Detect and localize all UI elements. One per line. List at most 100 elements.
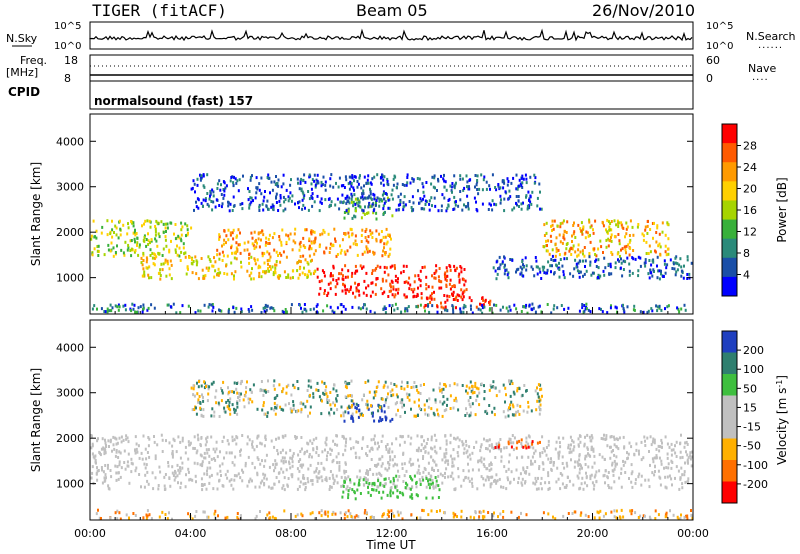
heatmap-cell: [356, 269, 359, 273]
heatmap-cell: [362, 483, 365, 487]
heatmap-cell: [401, 401, 404, 405]
heatmap-cell: [374, 441, 376, 445]
heatmap-cell: [463, 268, 466, 271]
heatmap-cell: [298, 248, 301, 252]
heatmap-cell: [350, 447, 352, 451]
heatmap-cell: [521, 477, 524, 481]
heatmap-cell: [131, 462, 134, 466]
heatmap-cell: [239, 382, 242, 386]
heatmap-cell: [313, 173, 316, 177]
heatmap-cell: [518, 205, 520, 208]
heatmap-cell: [275, 260, 278, 263]
heatmap-cell: [207, 448, 210, 452]
heatmap-cell: [213, 457, 216, 461]
heatmap-cell: [530, 307, 533, 311]
heatmap-cell: [525, 268, 528, 272]
heatmap-cell: [350, 197, 353, 201]
heatmap-cell: [456, 436, 459, 440]
heatmap-cell: [663, 262, 666, 266]
heatmap-cell: [674, 273, 677, 277]
heatmap-cell: [505, 393, 507, 397]
heatmap-cell: [372, 437, 375, 441]
heatmap-cell: [444, 277, 447, 281]
heatmap-cell: [235, 181, 238, 185]
heatmap-cell: [200, 257, 203, 260]
heatmap-cell: [375, 200, 377, 204]
heatmap-cell: [431, 496, 434, 500]
heatmap-cell: [672, 448, 675, 452]
heatmap-cell: [541, 394, 543, 398]
heatmap-cell: [345, 201, 348, 205]
heatmap-cell: [691, 516, 693, 520]
heatmap-cell: [656, 255, 659, 259]
heatmap-cell: [448, 264, 451, 267]
heatmap-cell: [199, 178, 202, 182]
heatmap-cell: [164, 235, 167, 239]
heatmap-cell: [424, 199, 427, 203]
x-axis-label: Time UT: [365, 538, 416, 552]
heatmap-cell: [507, 442, 510, 446]
heatmap-cell: [615, 509, 618, 513]
heatmap-cell: [255, 176, 258, 180]
heatmap-cell: [231, 209, 234, 212]
heatmap-cell: [176, 253, 179, 257]
heatmap-cell: [334, 512, 337, 516]
heatmap-cell: [109, 516, 112, 520]
heatmap-cell: [373, 193, 376, 197]
heatmap-cell: [369, 196, 372, 200]
heatmap-cell: [257, 264, 260, 268]
heatmap-cell: [233, 474, 236, 478]
heatmap-cell: [413, 287, 416, 291]
heatmap-cell: [664, 513, 667, 517]
heatmap-cell: [427, 285, 430, 289]
heatmap-cell: [371, 290, 374, 294]
heatmap-cell: [429, 478, 432, 482]
heatmap-cell: [218, 415, 221, 418]
heatmap-cell: [140, 451, 143, 455]
heatmap-cell: [242, 470, 245, 474]
heatmap-cell: [246, 380, 248, 384]
heatmap-cell: [162, 247, 165, 251]
heatmap-cell: [234, 270, 237, 274]
heatmap-cell: [399, 203, 402, 207]
heatmap-cell: [114, 224, 117, 228]
heatmap-cell: [326, 294, 329, 297]
heatmap-cell: [622, 259, 625, 263]
heatmap-cell: [401, 462, 404, 466]
heatmap-cell: [512, 405, 515, 409]
heatmap-cell: [581, 466, 583, 470]
heatmap-cell: [648, 244, 651, 248]
heatmap-cell: [401, 183, 404, 186]
heatmap-cell: [684, 480, 687, 484]
heatmap-cell: [523, 305, 526, 309]
heatmap-cell: [505, 306, 508, 310]
heatmap-cell: [614, 266, 617, 270]
heatmap-cell: [402, 208, 405, 212]
heatmap-cell: [608, 225, 611, 229]
heatmap-cell: [409, 487, 412, 491]
heatmap-cell: [348, 196, 351, 200]
heatmap-cell: [570, 443, 572, 447]
heatmap-cell: [445, 439, 448, 443]
heatmap-cell: [222, 380, 225, 384]
heatmap-cell: [238, 178, 241, 182]
heatmap-cell: [280, 185, 283, 189]
heatmap-cell: [151, 256, 154, 260]
heatmap-cell: [201, 268, 204, 272]
heatmap-cell: [314, 183, 317, 187]
heatmap-cell: [261, 408, 264, 412]
heatmap-cell: [425, 283, 428, 287]
heatmap-cell: [338, 468, 341, 472]
heatmap-cell: [359, 492, 362, 495]
heatmap-cell: [431, 466, 434, 470]
heatmap-cell: [325, 479, 328, 483]
heatmap-cell: [598, 276, 601, 280]
heatmap-cell: [109, 469, 112, 472]
heatmap-cell: [141, 263, 144, 267]
heatmap-cell: [640, 440, 643, 444]
heatmap-cell: [379, 457, 382, 461]
heatmap-cell: [495, 480, 498, 484]
heatmap-cell: [678, 263, 681, 267]
heatmap-cell: [571, 439, 574, 443]
heatmap-cell: [531, 440, 534, 444]
